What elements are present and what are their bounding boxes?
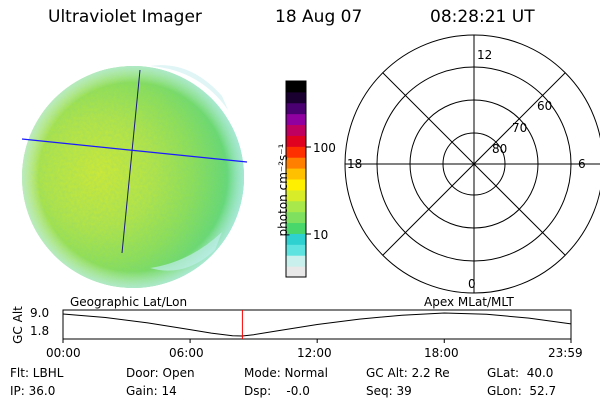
colorbar-segment [286, 266, 306, 278]
filter-info: Flt: LBHL [10, 366, 64, 380]
colorbar-segment [286, 135, 306, 147]
colorbar-segment [286, 168, 306, 180]
seq-info: Seq: 39 [366, 384, 412, 398]
colorbar-tick-10: 10 [313, 228, 329, 242]
mlt-label-18: 18 [347, 157, 363, 171]
gc-alt-info: GC Alt: 2.2 Re [366, 366, 450, 380]
time-label: 08:28:21 UT [430, 7, 535, 27]
glon-info: GLon: 52.7 [487, 384, 557, 398]
colorbar [286, 81, 306, 278]
chart-x-ticks [62, 339, 572, 343]
apex-label: Apex MLat/MLT [424, 295, 514, 309]
mlt-label-6: 6 [578, 157, 586, 171]
colorbar-segment [286, 157, 306, 169]
chart-xtick-1: 06:00 [169, 346, 204, 360]
colorbar-segment [286, 113, 306, 126]
colorbar-segment [286, 179, 306, 191]
instrument-title: Ultraviolet Imager [48, 7, 202, 27]
chart-xtick-3: 18:00 [424, 346, 459, 360]
geographic-label: Geographic Lat/Lon [70, 295, 188, 309]
mlt-label-12: 12 [477, 48, 493, 62]
colorbar-segment [286, 211, 306, 224]
chart-ytick-1.8: 1.8 [30, 324, 50, 338]
gain-info: Gain: 14 [126, 384, 177, 398]
mlat-label-70: 70 [512, 121, 528, 135]
colorbar-segment [286, 146, 306, 158]
colorbar-segment [286, 244, 306, 256]
colorbar-segment [286, 102, 306, 115]
colorbar-segment [286, 222, 306, 234]
door-info: Door: Open [126, 366, 195, 380]
uv-earth-image [22, 65, 244, 288]
latitude-line [21, 138, 248, 163]
colorbar-segment [286, 91, 306, 104]
chart-series-line [62, 312, 571, 337]
date-label: 18 Aug 07 [275, 7, 363, 27]
colorbar-tick-100: 100 [313, 141, 336, 155]
colorbar-ticks [306, 146, 311, 235]
colorbar-frame [285, 80, 307, 278]
ip-info: IP: 36.0 [10, 384, 56, 398]
colorbar-segment [286, 124, 306, 136]
polar-plot [344, 34, 600, 294]
colorbar-segment [286, 255, 306, 267]
colorbar-segment [286, 189, 306, 202]
colorbar-label: photon cm⁻²s⁻¹ [276, 143, 290, 237]
chart-ylabel: GC Alt [10, 306, 25, 344]
chart-xtick-0: 00:00 [46, 346, 81, 360]
dsp-info: Dsp: -0.0 [244, 384, 310, 398]
colorbar-segment [286, 81, 306, 93]
mlat-label-80: 80 [492, 142, 508, 156]
glat-info: GLat: 40.0 [487, 366, 554, 380]
colorbar-segment [286, 200, 306, 213]
chart-xtick-2: 12:00 [297, 346, 332, 360]
chart-xtick-4: 23:59 [548, 346, 583, 360]
chart-ytick-9: 9.0 [30, 306, 50, 320]
colorbar-segment [286, 233, 306, 245]
mlat-label-60: 60 [537, 99, 553, 113]
mode-info: Mode: Normal [244, 366, 328, 380]
mlt-label-0: 0 [468, 277, 476, 291]
meridian-line [121, 69, 141, 254]
